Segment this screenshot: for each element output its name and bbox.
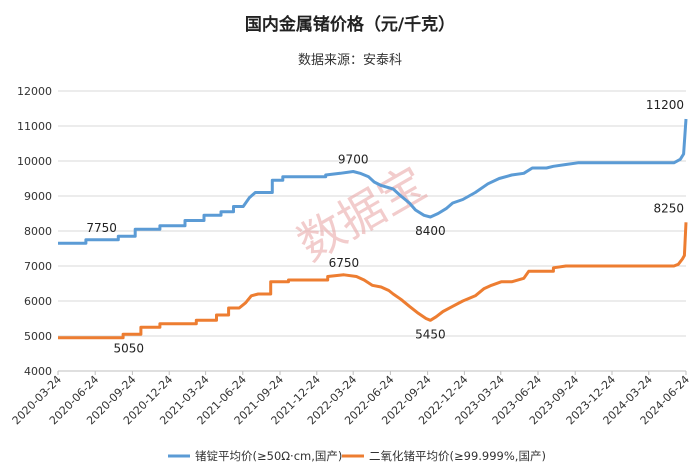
chart-subtitle: 数据来源：安泰科: [298, 53, 402, 68]
y-tick-label: 8000: [24, 225, 52, 238]
y-tick-label: 5000: [24, 330, 52, 343]
y-tick-label: 11000: [17, 120, 52, 133]
y-tick-label: 9000: [24, 190, 52, 203]
y-tick-label: 4000: [24, 365, 52, 378]
legend-label: 二氧化锗平均价(≥99.999%,国产): [369, 449, 546, 463]
legend: 锗锭平均价(≥50Ω·cm,国产) 二氧化锗平均价(≥99.999%,国产): [168, 449, 546, 463]
y-tick-label: 12000: [17, 85, 52, 98]
series-line-1: [58, 118, 688, 245]
data-label: 6750: [329, 256, 360, 270]
y-tick-label: 7000: [24, 260, 52, 273]
data-labels: 7750 9700 8400 11200 5050 6750 5450 8250: [86, 98, 684, 355]
data-label: 11200: [646, 98, 684, 112]
data-label: 5450: [415, 327, 446, 341]
data-label: 9700: [338, 153, 369, 167]
series-line-2: [58, 222, 688, 340]
grid: [58, 90, 686, 372]
y-tick-label: 10000: [17, 155, 52, 168]
series-lines: [58, 118, 688, 340]
chart-title: 国内金属锗价格（元/千克）: [245, 14, 455, 35]
data-label: 8400: [415, 224, 446, 238]
legend-label: 锗锭平均价(≥50Ω·cm,国产): [195, 449, 342, 463]
data-label: 7750: [86, 221, 117, 235]
x-axis: 2020-03-242020-06-242020-09-242020-12-24…: [10, 371, 692, 427]
y-tick-label: 6000: [24, 295, 52, 308]
data-label: 8250: [653, 201, 684, 215]
data-label: 5050: [113, 341, 144, 355]
y-axis: 4000 5000 6000 7000 8000 9000 10000 11000 12000: [17, 85, 52, 378]
